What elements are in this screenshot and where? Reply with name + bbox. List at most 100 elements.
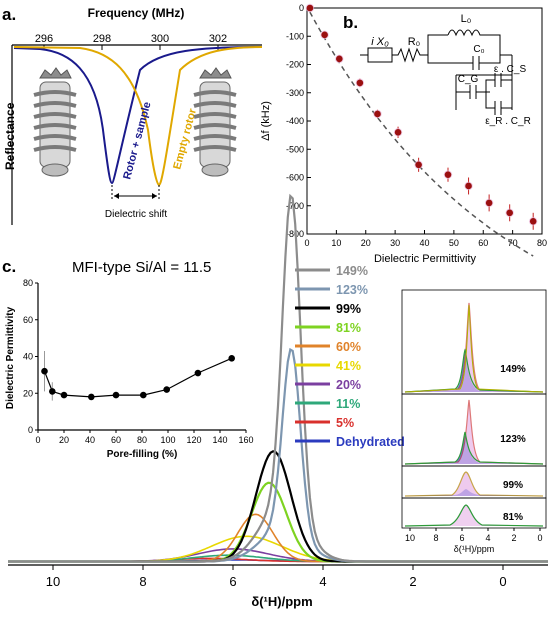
- freq-tick-302: 302: [209, 33, 227, 45]
- b-x-tick-label: 20: [361, 238, 371, 248]
- inset-y-tick-label: 0: [28, 425, 33, 435]
- side-x-ticks: 10 8 6 4 2 0: [405, 528, 543, 543]
- legend-label: 60%: [336, 340, 361, 354]
- side-x-axis-label: δ(¹H)/ppm: [454, 544, 495, 554]
- side-box-81: [401, 497, 547, 529]
- inset-data-point: [194, 369, 202, 377]
- side-label-99: 99%: [503, 480, 523, 491]
- b-data-point: [415, 161, 422, 169]
- b-x-tick-label: 50: [449, 238, 459, 248]
- freq-tick-300: 300: [151, 33, 169, 45]
- inset-data-point: [163, 386, 170, 393]
- side-x-tick-label: 8: [433, 533, 438, 543]
- panel-a-label: a.: [2, 5, 16, 24]
- b-y-tick-label: -700: [286, 201, 304, 211]
- b-data-point: [394, 129, 402, 136]
- b-y-tick-label: -500: [286, 144, 304, 154]
- circuit-ercr: ε_R . C_R: [485, 116, 531, 127]
- side-spectrum-123: [404, 399, 544, 465]
- panel-c-label: c.: [2, 257, 16, 276]
- b-data-point: [506, 209, 513, 217]
- b-y-tick-label: 0: [299, 3, 304, 13]
- main-x-ticks: 10 8 6 4 2 0: [46, 565, 507, 589]
- inset-data-point: [88, 393, 95, 401]
- legend-label: 20%: [336, 378, 361, 392]
- b-x-tick-label: 10: [331, 238, 341, 248]
- circuit-l0: L₀: [461, 13, 472, 25]
- freq-tick-296: 296: [35, 33, 53, 45]
- inset-y-tick-label: 40: [23, 352, 33, 362]
- freq-tick-298: 298: [93, 33, 111, 45]
- reflectance-label: Reflectance: [3, 102, 17, 170]
- inset-x-axis-label: Pore-filling (%): [107, 449, 178, 460]
- legend-label: Dehydrated: [336, 435, 405, 449]
- circuit-ecs: ε . C_S: [494, 64, 527, 75]
- b-x-tick-label: 80: [537, 238, 547, 248]
- dielectric-shift-label: Dielectric shift: [105, 209, 167, 220]
- b-x-tick-label: 0: [304, 238, 309, 248]
- permittivity-axis-label: Dielectric Permittivity: [374, 253, 477, 265]
- side-x-tick-label: 2: [511, 533, 516, 543]
- b-y-tick-label: -300: [286, 88, 304, 98]
- b-y-tick-label: -200: [286, 60, 304, 70]
- rotor-sample-curve: [13, 46, 263, 185]
- spectrum-149pct: [8, 193, 548, 563]
- inset-data-point: [41, 367, 48, 375]
- side-spectrum-149: [404, 302, 544, 393]
- inset-x-tick-label: 100: [160, 435, 175, 445]
- legend-label: 123%: [336, 283, 368, 297]
- side-spectra: 149% 123% 99% 81% 10 8 6 4 2 0 δ(¹H)/ppm: [401, 289, 547, 554]
- inset-y-tick-label: 60: [23, 315, 33, 325]
- side-label-123: 123%: [500, 434, 526, 445]
- inset-y-axis-label: Dielectric Permittivity: [5, 306, 16, 409]
- panel-b: b. 0 10 20 30 40 50 60 70 800-100-200-300-400-50…: [260, 3, 547, 265]
- side-label-81: 81%: [503, 512, 523, 523]
- legend-label: 5%: [336, 416, 354, 430]
- b-data-point: [336, 55, 343, 63]
- panel-c: c. MFI-type Si/Al = 11.5 10 8 6 4 2 0 δ(¹H)/p…: [2, 193, 548, 609]
- main-x-tick-label: 0: [499, 574, 506, 589]
- fit-curve: [309, 11, 534, 257]
- circuit-cg: C_G: [458, 74, 479, 85]
- inset-x-tick-label: 140: [212, 435, 227, 445]
- inset-data-point: [49, 388, 56, 395]
- b-data-point: [356, 79, 364, 87]
- side-spectrum-99: [404, 471, 544, 497]
- frequency-axis-title: Frequency (MHz): [88, 6, 185, 20]
- side-x-tick-label: 10: [405, 533, 415, 543]
- inset-x-tick-label: 160: [238, 435, 253, 445]
- inset-x-tick-label: 20: [59, 435, 69, 445]
- inset-x-tick-label: 40: [85, 435, 95, 445]
- main-x-tick-label: 2: [409, 574, 416, 589]
- side-x-tick-label: 0: [537, 533, 542, 543]
- b-y-tick-label: -100: [286, 31, 304, 41]
- b-x-tick-label: 60: [478, 238, 488, 248]
- inset-x-tick-label: 60: [111, 435, 121, 445]
- legend: 149% 123% 99% 81% 60% 41% 20% 11% 5% Dehydrated: [295, 264, 405, 449]
- inset-chart: 0 20 40 60 80 100 120 140 160 0 20 40 60 80 Dielectri…: [5, 278, 254, 460]
- b-y-tick-label: -400: [286, 116, 304, 126]
- b-data-point: [529, 217, 537, 225]
- rotor-coil-left: [33, 67, 77, 177]
- b-data-point: [444, 171, 452, 178]
- inset-y-tick-label: 80: [23, 278, 33, 288]
- b-y-tick-label: -600: [286, 173, 304, 183]
- b-data-point: [306, 4, 314, 12]
- b-data-point: [374, 110, 381, 118]
- main-spectra: [8, 193, 548, 563]
- main-x-axis-label: δ(¹H)/ppm: [251, 594, 312, 609]
- inset-area: [38, 283, 246, 429]
- inset-data-point: [60, 391, 68, 399]
- inset-x-tick-label: 0: [35, 435, 40, 445]
- legend-label: 41%: [336, 359, 361, 373]
- side-x-tick-label: 6: [459, 533, 464, 543]
- side-x-tick-label: 4: [485, 533, 490, 543]
- inset-data-point: [228, 355, 235, 362]
- b-data-point: [321, 31, 328, 39]
- main-x-tick-label: 4: [319, 574, 326, 589]
- inset-y-tick-label: 20: [23, 388, 33, 398]
- main-x-tick-label: 10: [46, 574, 60, 589]
- circuit-r0: R₀: [408, 36, 421, 48]
- inset-line: [43, 357, 232, 398]
